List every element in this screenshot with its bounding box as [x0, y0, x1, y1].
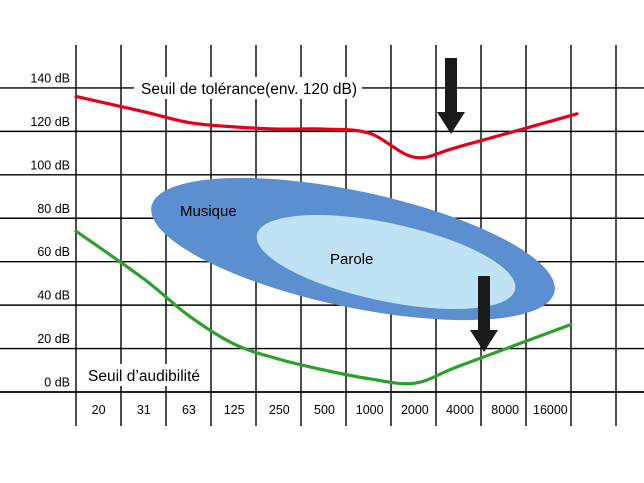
y-tick-label: 140 dB	[30, 71, 70, 85]
y-tick-label: 80 dB	[37, 202, 70, 216]
y-tick-label: 20 dB	[37, 332, 70, 346]
x-tick-label: 125	[224, 403, 245, 417]
region-label-parole: Parole	[330, 251, 373, 268]
x-tick-label: 500	[314, 403, 335, 417]
x-tick-label: 1000	[356, 403, 384, 417]
x-tick-label: 8000	[491, 403, 519, 417]
x-tick-label: 250	[269, 403, 290, 417]
y-tick-label: 120 dB	[30, 115, 70, 129]
x-tick-label: 4000	[446, 403, 474, 417]
y-tick-label: 60 dB	[37, 245, 70, 259]
y-tick-label: 100 dB	[30, 158, 70, 172]
series-label-audibility: Seuil d’audibilité	[88, 368, 200, 385]
series-line-audibility	[74, 229, 573, 386]
region-parole	[256, 215, 516, 309]
y-tick-label: 40 dB	[37, 289, 70, 303]
x-tick-label: 16000	[533, 403, 568, 417]
down-arrow-2	[470, 276, 498, 352]
x-tick-label: 2000	[401, 403, 429, 417]
series-line-tolerance	[74, 94, 579, 160]
x-tick-label: 63	[182, 403, 196, 417]
y-tick-label: 0 dB	[44, 376, 70, 390]
series-label-tolerance: Seuil de tolérance(env. 120 dB)	[141, 81, 357, 98]
x-tick-label: 31	[137, 403, 151, 417]
x-tick-label: 20	[92, 403, 106, 417]
down-arrow-1	[437, 58, 465, 134]
region-label-musique: Musique	[180, 203, 237, 220]
